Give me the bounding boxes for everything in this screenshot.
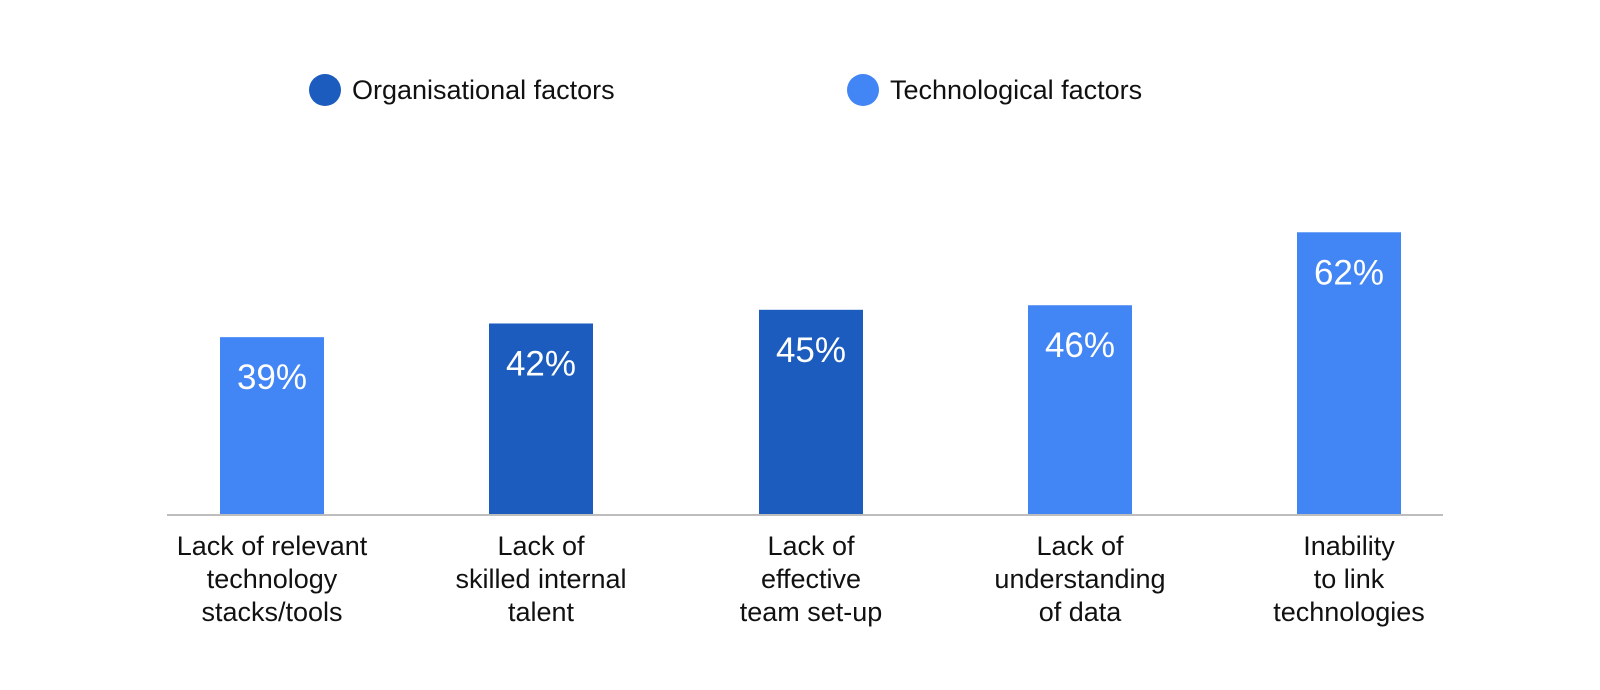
legend-item-organisational: Organisational factors	[309, 74, 615, 106]
bar-2	[489, 323, 593, 515]
category-label-1-line-3: stacks/tools	[201, 597, 342, 627]
legend-swatch-organisational	[309, 74, 341, 106]
bar-value-label-2: 42%	[506, 344, 576, 383]
category-label-2-line-3: talent	[508, 597, 575, 627]
category-label-5-line-3: technologies	[1273, 597, 1425, 627]
category-label-2-line-2: skilled internal	[455, 564, 626, 594]
bar-value-label-5: 62%	[1314, 253, 1384, 292]
category-label-4-line-3: of data	[1039, 597, 1123, 627]
legend-item-technological: Technological factors	[847, 74, 1142, 106]
category-labels: Lack of relevanttechnologystacks/toolsLa…	[177, 531, 1425, 627]
bars	[220, 232, 1401, 515]
bar-5	[1297, 232, 1401, 515]
category-label-1-line-2: technology	[207, 564, 338, 594]
category-label-4-line-1: Lack of	[1036, 531, 1124, 561]
bar-value-label-1: 39%	[237, 358, 307, 397]
category-label-2-line-1: Lack of	[497, 531, 585, 561]
legend-label-organisational: Organisational factors	[352, 75, 615, 105]
bar-1	[220, 337, 324, 515]
value-labels: 39% 42% 45% 46% 62%	[237, 253, 1384, 397]
category-label-4-line-2: understanding	[994, 564, 1165, 594]
category-label-3-line-3: team set-up	[740, 597, 883, 627]
legend-label-technological: Technological factors	[890, 75, 1142, 105]
category-label-5-line-2: to link	[1314, 564, 1385, 594]
legend: Organisational factors Technological fact…	[309, 74, 1142, 106]
category-label-3-line-2: effective	[761, 564, 861, 594]
bar-value-label-3: 45%	[776, 331, 846, 370]
legend-swatch-technological	[847, 74, 879, 106]
category-label-3-line-1: Lack of	[767, 531, 855, 561]
bar-3	[759, 309, 863, 515]
category-label-5-line-1: Inability	[1303, 531, 1395, 561]
category-label-1-line-1: Lack of relevant	[177, 531, 368, 561]
bar-4	[1028, 305, 1132, 515]
bar-value-label-4: 46%	[1045, 326, 1115, 365]
